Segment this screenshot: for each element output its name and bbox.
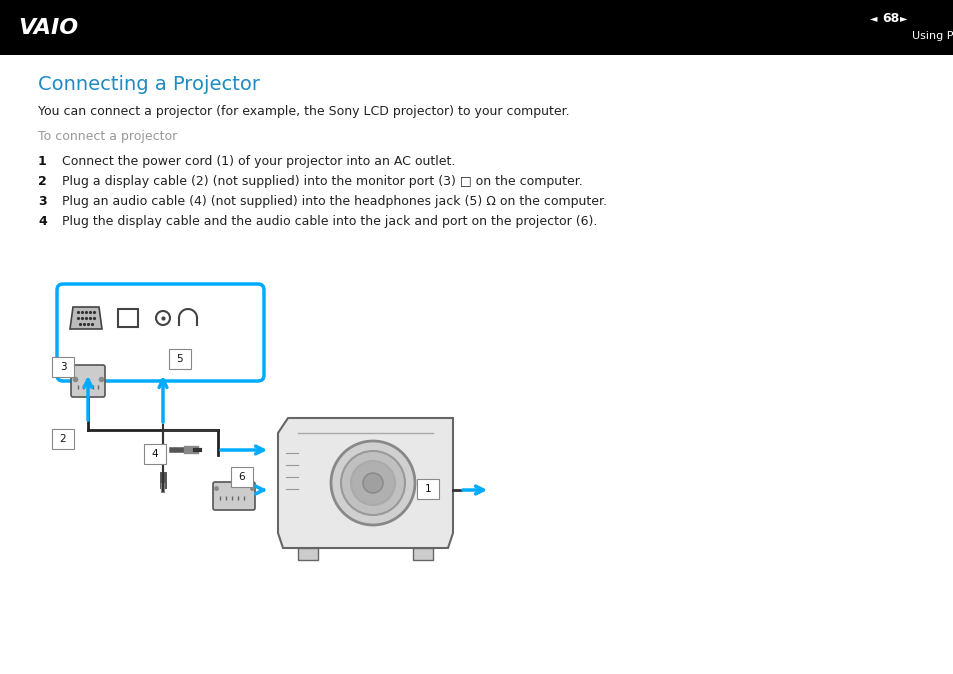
Text: 4: 4 <box>38 215 47 228</box>
FancyBboxPatch shape <box>213 482 254 510</box>
Bar <box>297 548 317 560</box>
Text: 68: 68 <box>882 11 899 24</box>
Text: 6: 6 <box>238 472 245 482</box>
FancyBboxPatch shape <box>169 349 191 369</box>
Bar <box>0 0 953 55</box>
Circle shape <box>363 473 382 493</box>
Text: Plug an audio cable (4) (not supplied) into the headphones jack (5) Ω on the com: Plug an audio cable (4) (not supplied) i… <box>62 195 606 208</box>
Text: Connecting a Projector: Connecting a Projector <box>38 75 260 94</box>
FancyBboxPatch shape <box>231 467 253 487</box>
Text: ◄: ◄ <box>869 13 877 23</box>
Text: 4: 4 <box>152 449 158 459</box>
Text: 3: 3 <box>60 362 67 372</box>
Text: Plug the display cable and the audio cable into the jack and port on the project: Plug the display cable and the audio cab… <box>62 215 597 228</box>
FancyBboxPatch shape <box>57 284 264 381</box>
Text: 2: 2 <box>60 434 67 444</box>
Text: 2: 2 <box>38 175 47 188</box>
FancyBboxPatch shape <box>52 357 74 377</box>
Text: VAIO: VAIO <box>18 18 78 38</box>
Text: ►: ► <box>899 13 906 23</box>
Text: 1: 1 <box>38 155 47 168</box>
FancyBboxPatch shape <box>71 365 105 397</box>
Text: To connect a projector: To connect a projector <box>38 130 177 143</box>
Text: Connect the power cord (1) of your projector into an AC outlet.: Connect the power cord (1) of your proje… <box>62 155 455 168</box>
Text: 5: 5 <box>176 354 183 364</box>
FancyBboxPatch shape <box>144 444 166 464</box>
Polygon shape <box>277 418 453 548</box>
FancyBboxPatch shape <box>52 429 74 449</box>
Bar <box>118 309 138 327</box>
Text: You can connect a projector (for example, the Sony LCD projector) to your comput: You can connect a projector (for example… <box>38 105 569 118</box>
Bar <box>413 548 433 560</box>
Polygon shape <box>70 307 102 329</box>
Circle shape <box>340 451 405 515</box>
Text: 3: 3 <box>38 195 47 208</box>
Text: 1: 1 <box>424 484 431 494</box>
FancyBboxPatch shape <box>416 479 438 499</box>
Text: Plug a display cable (2) (not supplied) into the monitor port (3) □ on the compu: Plug a display cable (2) (not supplied) … <box>62 175 582 188</box>
Circle shape <box>331 441 415 525</box>
Circle shape <box>156 311 170 325</box>
Text: Using Peripheral Devices: Using Peripheral Devices <box>911 31 953 41</box>
Circle shape <box>351 461 395 505</box>
